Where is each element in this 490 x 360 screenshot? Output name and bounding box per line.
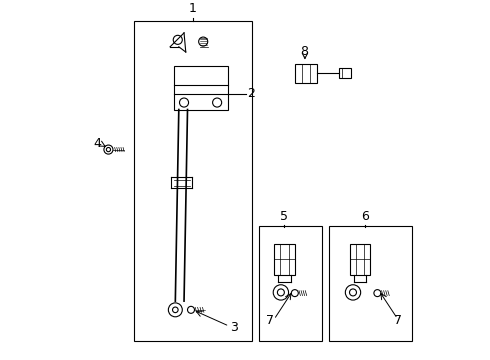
Text: 5: 5 xyxy=(280,210,289,223)
Text: 4: 4 xyxy=(93,137,101,150)
Bar xyxy=(259,226,321,341)
Text: 7: 7 xyxy=(394,315,402,328)
Bar xyxy=(173,66,227,109)
Bar xyxy=(295,63,317,83)
Bar xyxy=(274,244,295,275)
Bar xyxy=(133,21,252,341)
Text: 3: 3 xyxy=(230,321,238,334)
Bar xyxy=(339,68,351,78)
Text: 8: 8 xyxy=(300,45,308,58)
Text: 7: 7 xyxy=(266,315,274,328)
Text: 6: 6 xyxy=(361,210,369,223)
Bar xyxy=(329,226,412,341)
Text: 2: 2 xyxy=(247,87,255,100)
Text: 1: 1 xyxy=(189,3,196,15)
Bar xyxy=(349,244,370,275)
